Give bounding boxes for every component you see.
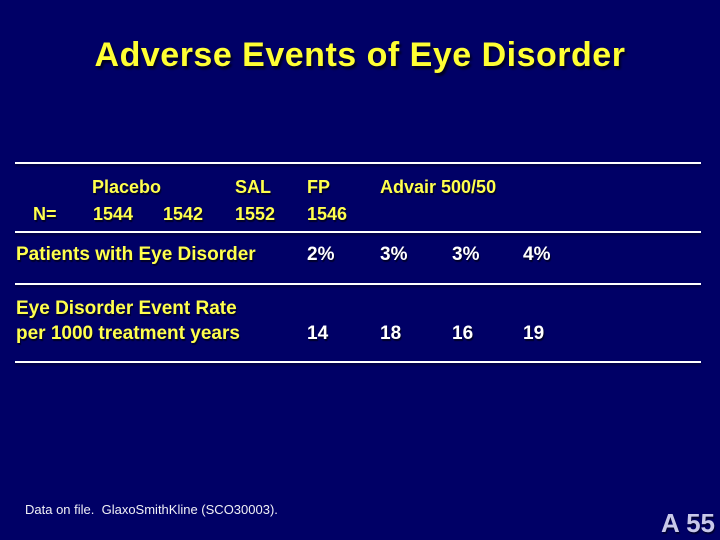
cell-value: 14 (307, 323, 329, 344)
cell-value: 19 (523, 323, 545, 344)
cell-value: 18 (380, 323, 402, 344)
column-header-advair: Advair 500/50 (380, 177, 497, 197)
cell-value: 4% (523, 244, 551, 265)
cell-value: 3% (452, 244, 480, 265)
cell-value: 3% (380, 244, 408, 265)
n-value-fp: 1546 (307, 204, 348, 224)
citation-footer: Data on file. GlaxoSmithKline (SCO30003)… (25, 502, 278, 517)
divider-line-top (15, 162, 701, 164)
column-header-sal: SAL (235, 177, 271, 197)
divider-line-middle (15, 283, 701, 285)
row-label-event-rate-line2: per 1000 treatment years (16, 323, 240, 344)
column-header-placebo: Placebo (92, 177, 162, 197)
cell-value: 2% (307, 244, 335, 265)
divider-line-bottom (15, 361, 701, 363)
row-label-patients-eye-disorder: Patients with Eye Disorder (16, 244, 256, 265)
n-value-sal: 1552 (235, 204, 276, 224)
row-label-event-rate-line1: Eye Disorder Event Rate (16, 298, 237, 319)
slide-title: Adverse Events of Eye Disorder (94, 36, 626, 74)
n-equals-label: N= (33, 204, 57, 224)
slide-number: A 55 (661, 508, 715, 538)
cell-value: 16 (452, 323, 474, 344)
n-value-placebo-1: 1544 (93, 204, 134, 224)
column-header-fp: FP (307, 177, 331, 197)
divider-line-header (15, 231, 701, 233)
n-value-placebo-2: 1542 (163, 204, 204, 224)
